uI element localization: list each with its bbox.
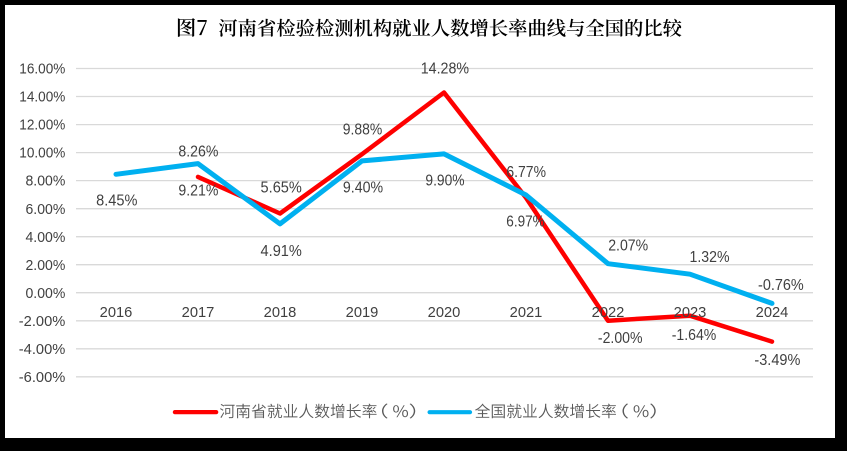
svg-text:9.21%: 9.21% bbox=[178, 183, 218, 200]
svg-text:2017: 2017 bbox=[182, 305, 215, 321]
svg-text:9.88%: 9.88% bbox=[343, 122, 383, 139]
svg-text:14.28%: 14.28% bbox=[421, 61, 469, 78]
svg-text:12.00%: 12.00% bbox=[19, 118, 65, 134]
svg-text:-2.00%: -2.00% bbox=[598, 330, 643, 347]
svg-text:0.00%: 0.00% bbox=[26, 286, 66, 302]
svg-text:-4.00%: -4.00% bbox=[19, 342, 66, 358]
svg-text:-6.00%: -6.00% bbox=[19, 370, 66, 386]
svg-text:2.00%: 2.00% bbox=[26, 258, 66, 274]
svg-text:6.00%: 6.00% bbox=[26, 202, 66, 218]
svg-text:2022: 2022 bbox=[592, 305, 625, 321]
svg-text:10.00%: 10.00% bbox=[19, 146, 65, 162]
svg-text:-3.49%: -3.49% bbox=[754, 352, 800, 369]
svg-text:2018: 2018 bbox=[264, 305, 297, 321]
svg-text:9.90%: 9.90% bbox=[425, 173, 464, 190]
svg-text:5.65%: 5.65% bbox=[261, 180, 302, 197]
svg-text:2020: 2020 bbox=[428, 305, 461, 321]
svg-text:-0.76%: -0.76% bbox=[758, 277, 804, 294]
svg-text:8.00%: 8.00% bbox=[26, 174, 66, 190]
svg-text:9.40%: 9.40% bbox=[343, 179, 383, 196]
svg-text:4.91%: 4.91% bbox=[261, 243, 302, 260]
svg-text:6.77%: 6.77% bbox=[506, 164, 546, 181]
svg-text:16.00%: 16.00% bbox=[19, 62, 65, 78]
svg-text:14.00%: 14.00% bbox=[19, 90, 65, 106]
svg-text:2021: 2021 bbox=[510, 305, 543, 321]
svg-text:8.45%: 8.45% bbox=[96, 193, 137, 210]
svg-text:4.00%: 4.00% bbox=[26, 230, 66, 246]
svg-text:2.07%: 2.07% bbox=[608, 238, 648, 255]
svg-text:2019: 2019 bbox=[346, 305, 379, 321]
svg-text:6.97%: 6.97% bbox=[506, 213, 544, 230]
svg-text:2023: 2023 bbox=[674, 305, 707, 321]
svg-text:2024: 2024 bbox=[756, 305, 789, 321]
svg-text:-1.64%: -1.64% bbox=[672, 327, 717, 344]
svg-text:2016: 2016 bbox=[100, 305, 133, 321]
svg-text:1.32%: 1.32% bbox=[690, 249, 730, 266]
svg-text:8.26%: 8.26% bbox=[178, 143, 218, 160]
svg-text:-2.00%: -2.00% bbox=[19, 314, 66, 330]
